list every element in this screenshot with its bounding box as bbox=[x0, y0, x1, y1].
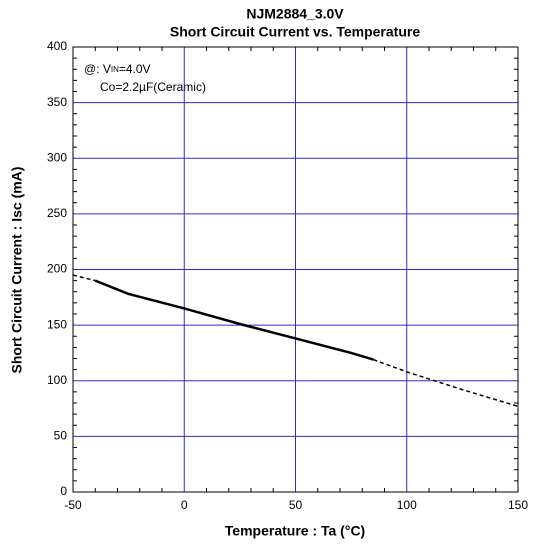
y-tick-label: 250 bbox=[47, 206, 67, 220]
x-tick-label: 50 bbox=[289, 498, 303, 512]
y-tick-label: 300 bbox=[47, 150, 67, 164]
y-tick-label: 350 bbox=[47, 95, 67, 109]
annotation: @: VIN=4.0V bbox=[84, 62, 151, 76]
annotation: Co=2.2µF(Ceramic) bbox=[100, 80, 206, 94]
annotation-part: =4.0V bbox=[119, 62, 151, 76]
data-line bbox=[72, 274, 519, 408]
y-axis-label: Short Circuit Current : Isc (mA) bbox=[9, 167, 25, 374]
y-tick-label: 200 bbox=[47, 262, 67, 276]
x-tick-label: -50 bbox=[64, 498, 82, 512]
y-tick-label: 100 bbox=[47, 373, 67, 387]
plot-frame bbox=[72, 46, 519, 493]
y-tick-label: 50 bbox=[54, 429, 68, 443]
y-tick-label: 400 bbox=[47, 39, 67, 53]
annotation-part: IN bbox=[111, 65, 119, 74]
chart-title: NJM2884_3.0V bbox=[246, 6, 344, 22]
x-tick-label: 150 bbox=[508, 498, 528, 512]
x-axis-label: Temperature : Ta (°C) bbox=[225, 523, 365, 539]
y-tick-label: 0 bbox=[60, 484, 67, 498]
y-tick-label: 150 bbox=[47, 317, 67, 331]
x-tick-label: 100 bbox=[397, 498, 417, 512]
chart-subtitle: Short Circuit Current vs. Temperature bbox=[170, 24, 420, 40]
data-line bbox=[94, 279, 374, 361]
x-tick-label: 0 bbox=[181, 498, 188, 512]
annotation-part: @: V bbox=[84, 62, 111, 76]
